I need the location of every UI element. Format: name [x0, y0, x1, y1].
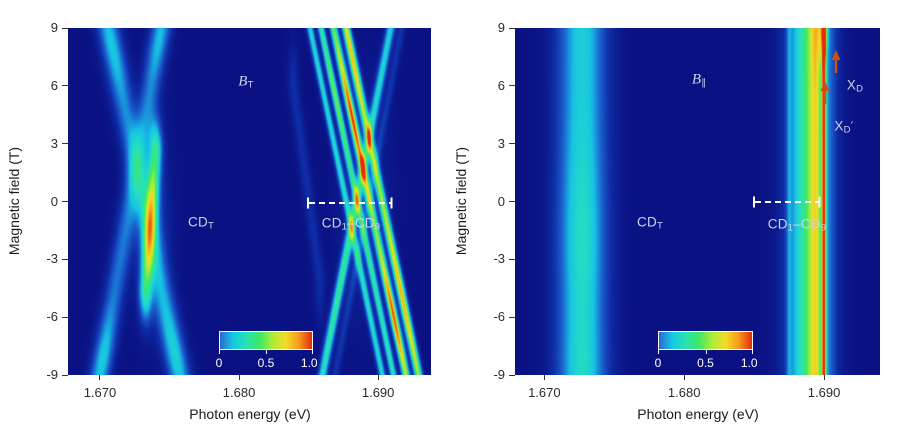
colorbar-label: 1.0	[740, 356, 758, 370]
cdt-main: CD	[188, 214, 208, 230]
field-label-bt-main: B	[238, 73, 248, 90]
y-tick-label: -6	[46, 309, 58, 325]
colorbar-tick	[266, 350, 267, 354]
y-tick-mark	[509, 201, 515, 202]
y-tick-mark	[509, 85, 515, 87]
cd19-m1: CD	[321, 215, 342, 231]
y-tick-label: -3	[46, 251, 58, 267]
y-tick-mark	[62, 316, 68, 318]
cd19-s2: 9	[374, 221, 381, 233]
x-tick-mark	[543, 375, 545, 380]
xdp-prime: ′	[850, 119, 854, 134]
colorbar-label: 0	[654, 356, 662, 370]
field-label-bpar: B∥	[692, 71, 706, 88]
cd19-dash: –	[793, 216, 801, 232]
cdt-main: CD	[637, 214, 657, 230]
cd19-m1: CD	[767, 216, 788, 232]
colorbar-tick	[219, 350, 220, 354]
cdt-sub: T	[207, 220, 214, 232]
y-tick-mark	[62, 374, 68, 376]
cd19-s2: 9	[820, 222, 827, 234]
y-tick-label: 0	[497, 193, 505, 209]
x-tick-mark	[377, 375, 379, 380]
x-tick-label: 1.670	[83, 385, 117, 400]
x-axis-label-left: Photon energy (eV)	[189, 406, 311, 422]
heatmap-left-panel	[68, 28, 431, 375]
x-tick-mark	[823, 375, 825, 380]
peak-label-cdt-right: CDT	[637, 214, 663, 231]
y-tick-label: 9	[497, 20, 505, 35]
x-tick-mark	[683, 375, 685, 380]
xdp-main: X	[834, 118, 844, 134]
x-tick-label: 1.680	[667, 385, 701, 400]
y-axis-label-right: Magnetic field (T)	[453, 146, 469, 256]
range-label-cd1-cd9-right: CD1–CD9	[768, 216, 827, 233]
field-label-bt-sub: T	[247, 79, 254, 91]
x-tick-label: 1.680	[222, 385, 256, 400]
y-tick-label: 6	[50, 77, 58, 93]
colorbar-tick	[705, 350, 707, 354]
range-label-cd1-cd9-left: CD1–CD9	[322, 215, 381, 232]
peak-label-cdt-left: CDT	[188, 214, 214, 231]
y-tick-label: 3	[50, 135, 58, 151]
y-tick-mark	[62, 143, 68, 145]
x-tick-mark	[238, 375, 240, 380]
cd19-s1: 1	[787, 222, 794, 234]
colorbar-right: 0 0.5 1.0	[655, 331, 758, 370]
x-tick-label: 1.670	[528, 385, 561, 400]
y-tick-label: -9	[46, 367, 58, 382]
cd19-s1: 1	[341, 221, 348, 233]
y-tick-label: 9	[50, 20, 58, 35]
y-tick-label: 6	[497, 77, 505, 93]
y-tick-mark	[62, 85, 68, 87]
colorbar-tick	[312, 350, 313, 354]
x-tick-mark	[99, 375, 101, 380]
colorbar-label: 0.5	[257, 356, 275, 370]
cd19-m2: CD	[354, 215, 375, 231]
colorbar-left: 0 0.5 1.0	[216, 331, 318, 370]
cdt-sub: T	[656, 220, 663, 232]
field-label-bpar-main: B	[691, 71, 702, 88]
colorbar-tick	[658, 350, 659, 354]
y-tick-mark	[509, 27, 515, 29]
field-label-bpar-sub: ∥	[701, 77, 707, 89]
colorbar-label: 0	[215, 356, 223, 370]
field-label-bt: BT	[238, 73, 253, 90]
colorbar-label: 0.5	[697, 356, 714, 370]
xd-main: X	[846, 77, 857, 93]
cd19-dash: –	[347, 215, 355, 231]
xdp-sub: D	[843, 124, 851, 136]
colorbar-gradient	[658, 331, 753, 350]
cd19-m2: CD	[800, 216, 821, 232]
colorbar-tick	[752, 350, 753, 354]
x-tick-label: 1.690	[361, 385, 395, 400]
y-tick-mark	[62, 258, 68, 260]
colorbar-label: 1.0	[300, 356, 318, 370]
y-tick-label: 3	[497, 135, 505, 151]
y-tick-mark	[62, 201, 68, 202]
y-tick-mark	[509, 143, 515, 145]
x-tick-label: 1.690	[807, 385, 841, 400]
y-tick-label: -3	[493, 251, 505, 267]
y-tick-label: -9	[493, 367, 505, 382]
y-tick-mark	[62, 27, 68, 29]
y-tick-mark	[509, 374, 515, 376]
y-tick-mark	[509, 258, 515, 260]
y-tick-label: -6	[493, 309, 505, 325]
colorbar-gradient	[219, 331, 313, 350]
y-tick-mark	[509, 316, 515, 318]
y-axis-label-left: Magnetic field (T)	[6, 146, 22, 256]
xd-sub: D	[856, 83, 864, 95]
x-axis-label-right: Photon energy (eV)	[637, 406, 759, 422]
y-tick-label: 0	[50, 193, 58, 209]
exciton-label-xd: XD	[847, 77, 863, 94]
exciton-label-xd-prime: XD′	[834, 118, 853, 135]
